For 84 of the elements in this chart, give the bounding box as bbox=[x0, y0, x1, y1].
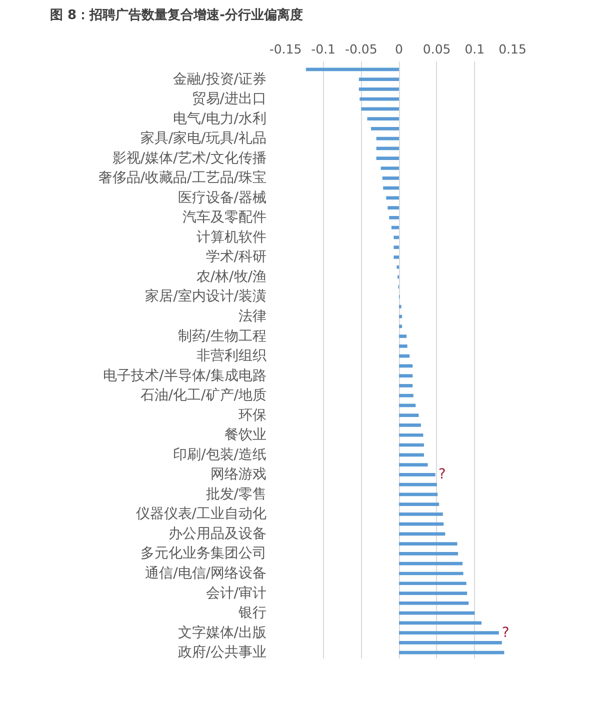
text: 图 8：招聘广告数量复合增速-分行业偏离度 bbox=[50, 7, 303, 25]
y-tick-label: 影视/媒体/艺术/文化传播 bbox=[112, 150, 267, 166]
bar bbox=[383, 186, 399, 190]
bar bbox=[399, 414, 419, 418]
y-tick-label: 银行 bbox=[238, 605, 266, 622]
y-tick-label: 学术/科研 bbox=[206, 249, 266, 266]
x-tick-label: -0.15 bbox=[269, 42, 302, 56]
y-tick-label: 家具/家电/玩具/礼品 bbox=[140, 130, 267, 147]
bar bbox=[394, 256, 399, 259]
y-tick-label: 仪器仪表/工业自动化 bbox=[136, 506, 266, 522]
y-tick-label: 非营利组织 bbox=[196, 348, 266, 364]
y-tick-label: 奢侈品/收藏品/工艺品/珠宝 bbox=[98, 170, 267, 186]
y-tick-label: 贸易/进出口 bbox=[192, 91, 266, 108]
bar bbox=[399, 424, 421, 427]
bar bbox=[306, 68, 399, 72]
bar bbox=[399, 502, 440, 506]
bar bbox=[399, 384, 413, 388]
y-tick-label: 法律 bbox=[238, 308, 266, 325]
y-tick-label: 办公用品及设备 bbox=[168, 526, 266, 542]
bar bbox=[399, 592, 468, 595]
x-tick-label: -0.05 bbox=[344, 42, 378, 56]
bar bbox=[399, 601, 469, 605]
y-tick-label: 政府/公共事业 bbox=[178, 644, 266, 661]
bar bbox=[399, 562, 463, 566]
bar bbox=[399, 463, 428, 466]
bar bbox=[360, 97, 399, 101]
annotation: ? bbox=[438, 466, 446, 483]
bar bbox=[382, 176, 399, 180]
x-tick-label: 0.15 bbox=[498, 42, 526, 56]
y-tick-label: 制药/生物工程 bbox=[178, 328, 266, 344]
bar bbox=[399, 631, 499, 634]
y-tick-label: 石油/化工/矿产/地质 bbox=[140, 388, 267, 404]
bar bbox=[399, 542, 458, 546]
y-tick-label: 家居/室内设计/装潢 bbox=[145, 288, 267, 305]
bar bbox=[361, 107, 399, 111]
y-tick-label: 多元化业务集团公司 bbox=[140, 546, 266, 562]
y-tick-label: 批发/零售 bbox=[206, 486, 266, 502]
y-tick-label: 环保 bbox=[238, 407, 266, 424]
annotation: ? bbox=[502, 624, 510, 641]
bar bbox=[394, 236, 399, 240]
bar bbox=[399, 453, 424, 457]
bar bbox=[399, 522, 444, 526]
bar bbox=[399, 374, 413, 378]
bar bbox=[358, 78, 399, 81]
y-tick-label: 印刷/包装/造纸 bbox=[173, 446, 267, 463]
y-tick-label: 汽车及零配件 bbox=[182, 210, 266, 226]
bar bbox=[399, 324, 402, 328]
x-tick-label: 0 bbox=[395, 42, 404, 56]
x-tick-label: 0.1 bbox=[464, 42, 485, 56]
bar bbox=[388, 206, 399, 210]
bar bbox=[399, 621, 482, 625]
bar bbox=[380, 166, 399, 170]
bar bbox=[371, 127, 399, 130]
bar bbox=[399, 472, 436, 476]
bar bbox=[399, 552, 458, 556]
y-tick-label: 餐饮业 bbox=[224, 427, 266, 444]
x-tick-label: 0.05 bbox=[422, 42, 451, 56]
y-tick-label: 电气/电力/水利 bbox=[173, 110, 267, 127]
bar bbox=[399, 641, 502, 644]
bar bbox=[389, 216, 399, 220]
bar bbox=[399, 394, 414, 398]
bar bbox=[358, 87, 399, 91]
bar bbox=[399, 433, 424, 437]
y-tick-label: 通信/电信/网络设备 bbox=[145, 565, 267, 582]
y-tick-label: 电子技术/半导体/集成电路 bbox=[103, 368, 267, 384]
bar bbox=[399, 512, 443, 516]
y-tick-label: 计算机软件 bbox=[196, 229, 266, 246]
y-tick-label: 农/林/牧/渔 bbox=[196, 268, 267, 285]
y-tick-label: 医疗设备/器械 bbox=[178, 190, 266, 206]
bar bbox=[399, 344, 408, 348]
bar bbox=[399, 492, 438, 496]
bar bbox=[399, 334, 407, 338]
bar bbox=[376, 136, 399, 140]
y-tick-label: 文字媒体/出版 bbox=[178, 624, 266, 641]
bar bbox=[376, 156, 399, 160]
bar bbox=[399, 482, 437, 486]
bar bbox=[399, 582, 466, 586]
x-tick-label: -0.1 bbox=[311, 42, 336, 56]
bar bbox=[367, 117, 399, 121]
y-tick-label: 网络游戏 bbox=[210, 466, 266, 483]
y-tick-label: 会计/审计 bbox=[206, 585, 266, 602]
y-tick-label: 金融/投资/证券 bbox=[173, 71, 267, 88]
bar bbox=[386, 196, 399, 200]
bar bbox=[394, 246, 399, 249]
